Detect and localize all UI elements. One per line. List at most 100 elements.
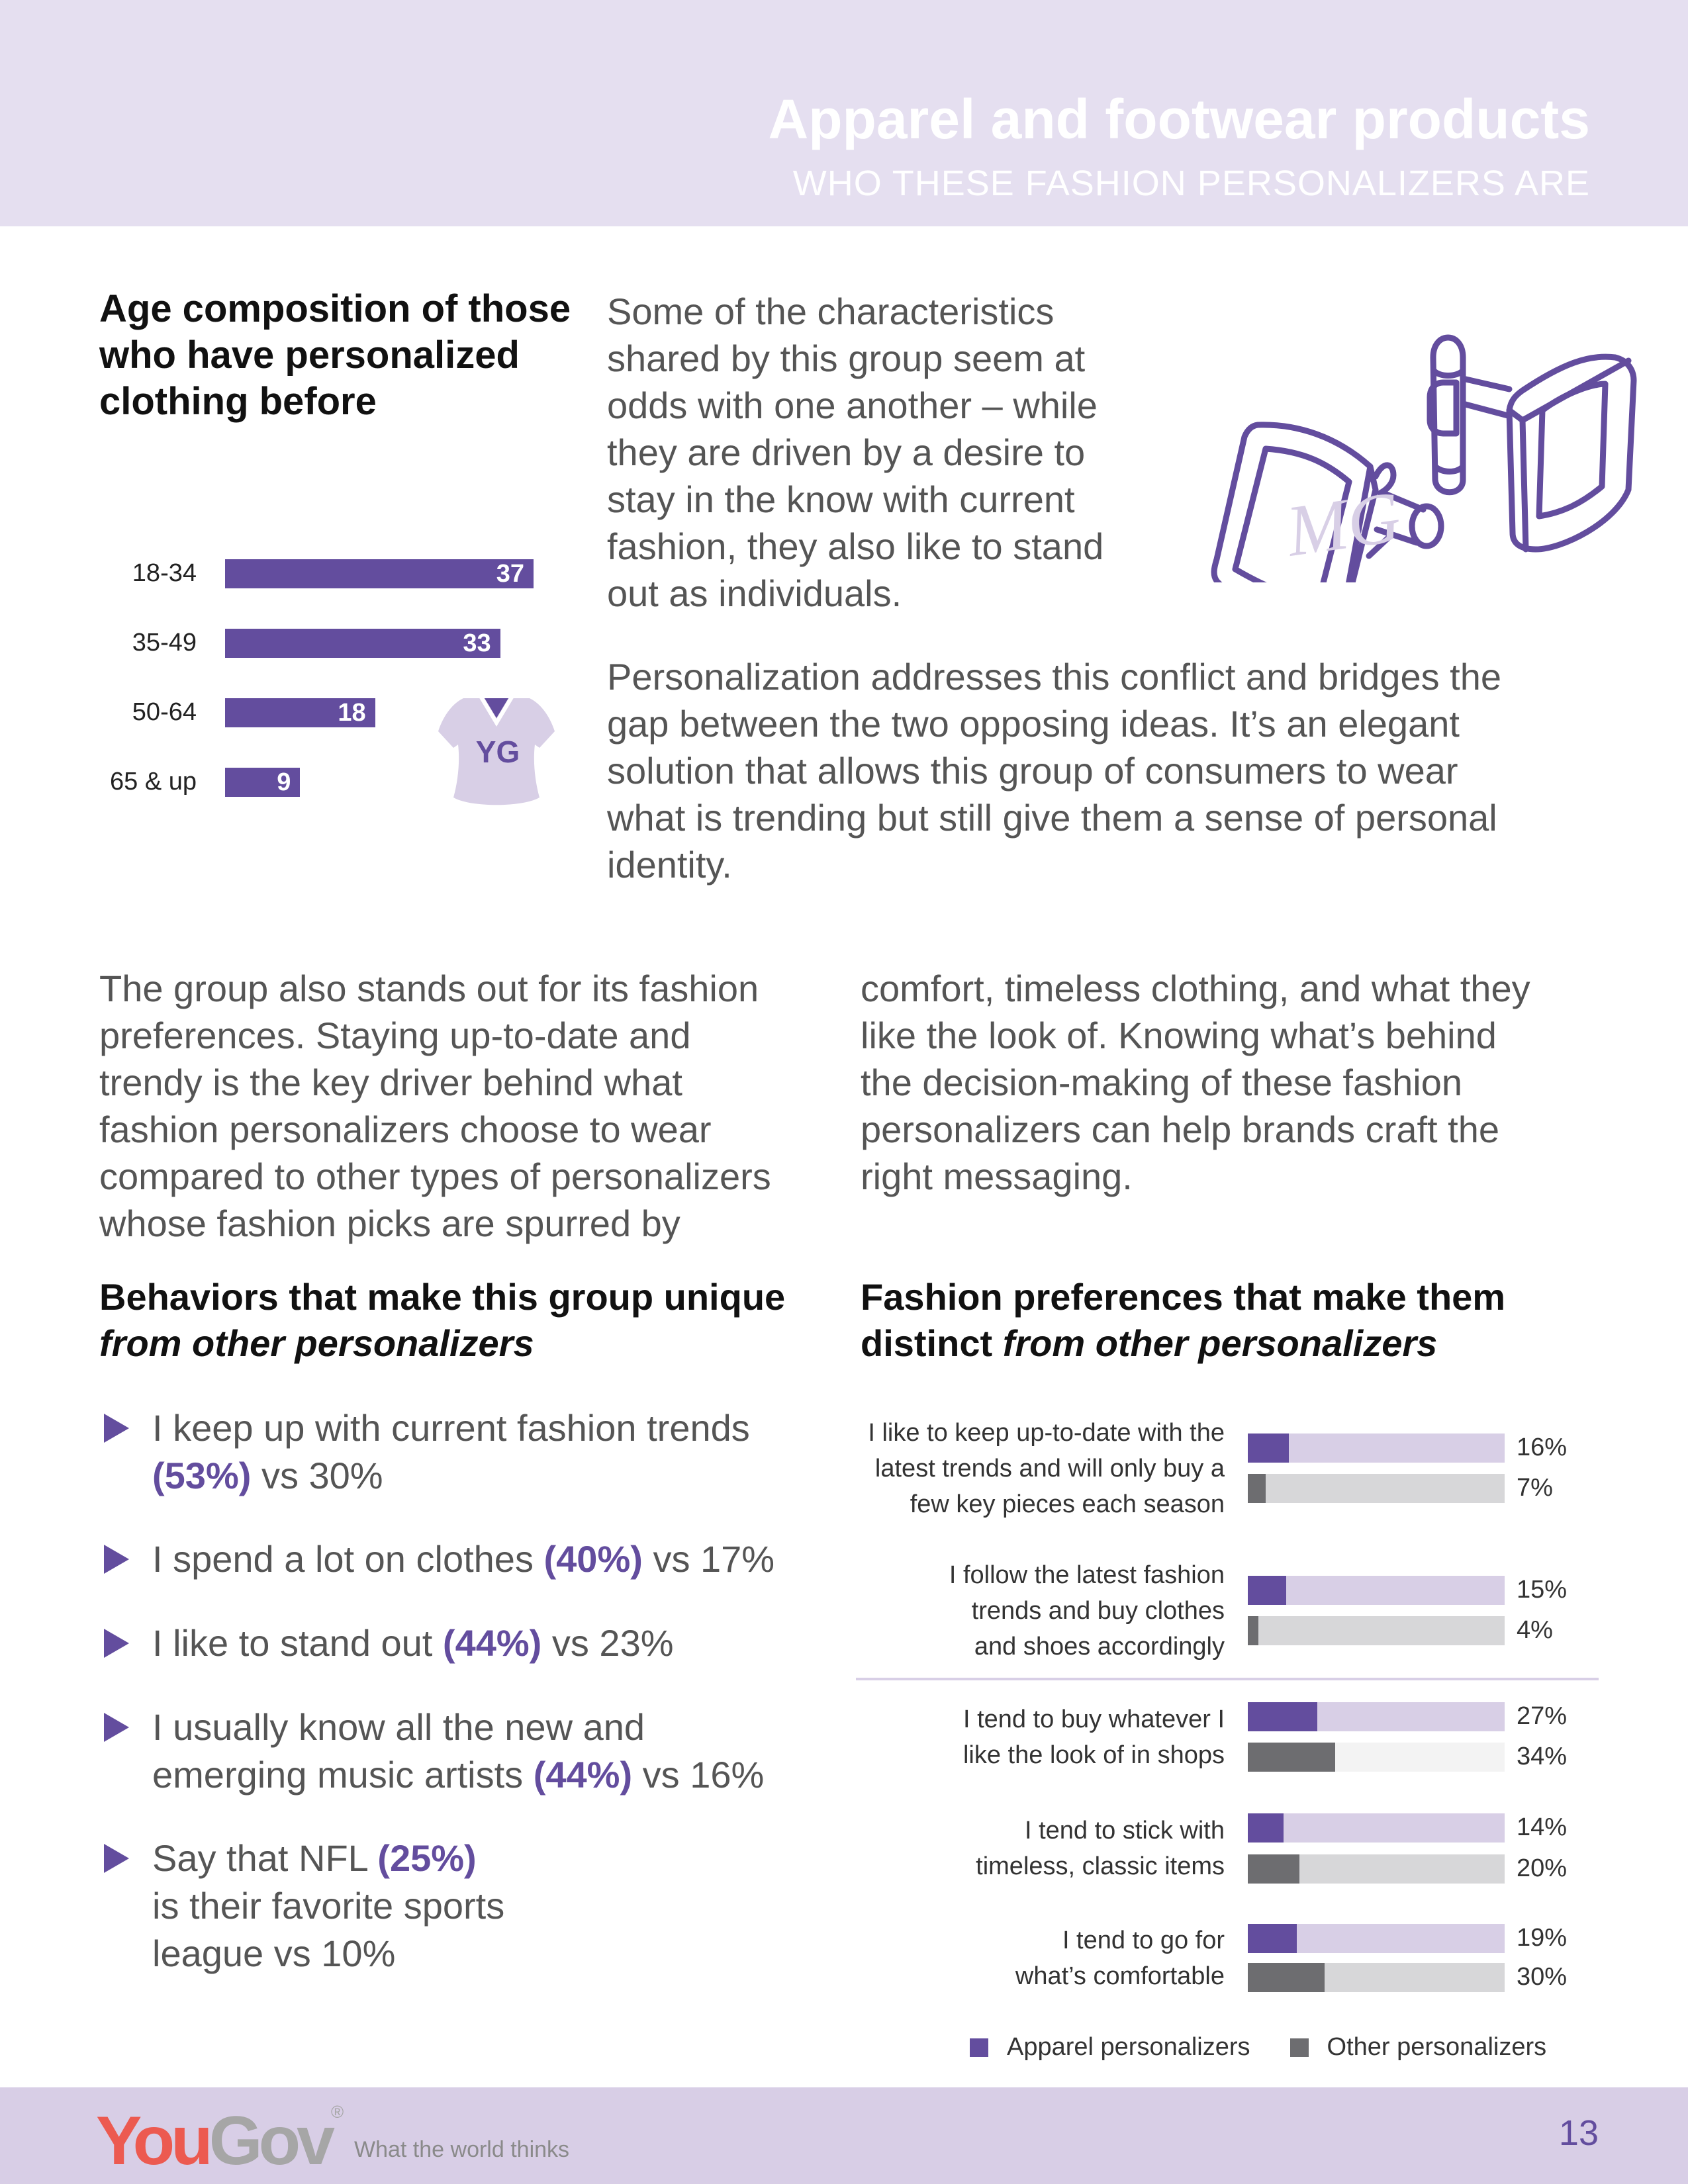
preferences-heading-line2b: from other personalizers xyxy=(1002,1322,1438,1364)
bullet-highlight: (40%) xyxy=(543,1538,643,1580)
bar-value-label: 19% xyxy=(1517,1924,1568,1952)
age-value-label: 9 xyxy=(277,768,291,796)
logo-tagline: What the world thinks xyxy=(354,2137,570,2162)
bullet-line: league vs 10% xyxy=(152,1930,504,1978)
age-bar: 9 xyxy=(225,768,301,797)
preference-label-line: like the look of in shops xyxy=(962,1741,1225,1769)
legend-label-apparel: Apparel personalizers xyxy=(1007,2033,1250,2061)
bar-track xyxy=(1248,1854,1505,1884)
right-column-line: personalizers can help brands craft the xyxy=(861,1109,1499,1150)
page-number: 13 xyxy=(1558,2113,1599,2153)
bullet-text: I spend a lot on clothes xyxy=(152,1538,544,1580)
preference-label-line: and shoes accordingly xyxy=(974,1632,1225,1661)
preference-label: I tend to go for what’s comfortable xyxy=(774,1923,1225,1994)
preference-label-line: I follow the latest fashion xyxy=(949,1561,1225,1589)
bullet-line: I spend a lot on clothes (40%) vs 17% xyxy=(152,1535,774,1583)
yougov-logo: YouGov® xyxy=(96,2102,344,2181)
intro-paragraph-line: out as individuals. xyxy=(607,572,902,614)
preference-label: I follow the latest fashion trends and bu… xyxy=(774,1557,1225,1664)
bullet-item: I spend a lot on clothes (40%) vs 17% xyxy=(152,1535,774,1583)
preference-label-line: I tend to go for xyxy=(1062,1926,1225,1954)
legend-swatch-other xyxy=(1289,2038,1309,2057)
bullet-item: I keep up with current fashion trends (53… xyxy=(152,1404,750,1500)
preference-label: I tend to buy whatever I like the look of… xyxy=(774,1702,1225,1773)
bar-value-label: 14% xyxy=(1517,1813,1568,1841)
preference-label-line: trends and buy clothes xyxy=(971,1596,1225,1625)
bullet-text: is their favorite sports xyxy=(152,1885,505,1927)
bullet-text: I like to stand out xyxy=(152,1622,443,1664)
logo-you: You xyxy=(96,2103,213,2179)
bullet-text: vs 30% xyxy=(251,1455,383,1496)
left-column-line: compared to other types of personalizers xyxy=(99,1156,771,1197)
bullet-text: vs 23% xyxy=(541,1622,674,1664)
bar-value-label: 30% xyxy=(1517,1963,1568,1991)
preference-label-line: timeless, classic items xyxy=(976,1852,1225,1880)
preference-label-line: I tend to buy whatever I xyxy=(962,1705,1225,1733)
bar-other-personalizers xyxy=(1248,1854,1299,1884)
age-category-label: 65 & up xyxy=(110,768,197,796)
bullet-arrow-icon xyxy=(104,1414,129,1443)
preference-label-line: latest trends and will only buy a xyxy=(874,1454,1225,1482)
cufflink-monogram: MG xyxy=(1280,476,1405,572)
bullet-text: emerging music artists xyxy=(152,1754,534,1796)
page-title: Apparel and footwear products xyxy=(768,88,1590,150)
bar-track xyxy=(1248,1963,1505,1992)
bullet-line: is their favorite sports xyxy=(152,1882,504,1930)
bullet-highlight: (44%) xyxy=(533,1754,633,1796)
bullet-arrow-icon xyxy=(104,1713,129,1742)
chart-divider xyxy=(856,1678,1599,1680)
bar-value-label: 27% xyxy=(1517,1702,1568,1730)
intro-paragraph-line: Some of the characteristics xyxy=(607,291,1055,332)
right-column-line: the decision-making of these fashion xyxy=(861,1062,1462,1103)
age-value-label: 33 xyxy=(463,629,491,657)
age-heading-line: clothing before xyxy=(99,380,377,423)
bullet-text: vs 17% xyxy=(642,1538,775,1580)
behaviors-heading: Behaviors that make this group unique fr… xyxy=(99,1274,785,1367)
age-bar: 18 xyxy=(225,698,375,727)
age-category-label: 50-64 xyxy=(132,698,197,726)
right-column-text: comfort, timeless clothing, and what the… xyxy=(861,965,1530,1200)
second-paragraph-line: identity. xyxy=(607,844,732,886)
preference-label-line: I tend to stick with xyxy=(1024,1817,1225,1844)
bar-track xyxy=(1248,1576,1505,1605)
bullet-line: (53%) vs 30% xyxy=(152,1452,750,1500)
age-value-label: 37 xyxy=(496,560,524,588)
bullet-line: I usually know all the new and xyxy=(152,1704,764,1751)
bullet-arrow-icon xyxy=(104,1545,129,1574)
second-paragraph: Personalization addresses this conflict … xyxy=(607,653,1501,888)
bar-apparel-personalizers xyxy=(1248,1702,1317,1731)
second-paragraph-line: what is trending but still give them a s… xyxy=(607,797,1497,839)
behaviors-heading-line2: from other personalizers xyxy=(99,1322,534,1364)
age-category-label: 18-34 xyxy=(132,559,197,587)
footer-band: YouGov® What the world thinks 13 xyxy=(0,2087,1688,2184)
left-column-text: The group also stands out for its fashio… xyxy=(99,965,771,1247)
bullet-item: Say that NFL (25%) is their favorite spor… xyxy=(152,1835,504,1978)
age-heading-line: who have personalized xyxy=(99,334,520,377)
second-paragraph-line: gap between the two opposing ideas. It’s… xyxy=(607,703,1460,745)
intro-paragraph-line: shared by this group seem at xyxy=(607,338,1086,379)
bar-track xyxy=(1248,1616,1505,1645)
bullet-highlight: (53%) xyxy=(152,1455,252,1496)
bar-track xyxy=(1248,1924,1505,1953)
logo-registered: ® xyxy=(330,2102,344,2122)
bar-apparel-personalizers xyxy=(1248,1576,1287,1605)
age-category-label: 35-49 xyxy=(132,629,197,657)
bar-value-label: 15% xyxy=(1517,1576,1568,1604)
left-column-line: The group also stands out for its fashio… xyxy=(99,968,759,1009)
preferences-heading-line2a: distinct xyxy=(861,1322,1003,1364)
age-bar: 33 xyxy=(225,629,500,658)
second-paragraph-line: solution that allows this group of consu… xyxy=(607,750,1458,792)
preference-label-line: I like to keep up-to-date with the xyxy=(868,1418,1225,1447)
tshirt-text: YG xyxy=(476,735,520,769)
bullet-text: I keep up with current fashion trends xyxy=(152,1407,750,1449)
bullet-text: vs 16% xyxy=(632,1754,765,1796)
legend-swatch-apparel xyxy=(970,2038,988,2057)
bullet-highlight: (25%) xyxy=(377,1837,477,1879)
bullet-arrow-icon xyxy=(104,1844,129,1873)
cufflinks-icon: MG xyxy=(1211,334,1637,582)
bullet-line: I keep up with current fashion trends xyxy=(152,1404,750,1452)
age-chart-heading: Age composition of those who have persona… xyxy=(99,286,571,425)
bar-track xyxy=(1248,1813,1505,1843)
bullet-text: Say that NFL xyxy=(152,1837,378,1879)
logo-gov: Gov xyxy=(209,2103,335,2179)
